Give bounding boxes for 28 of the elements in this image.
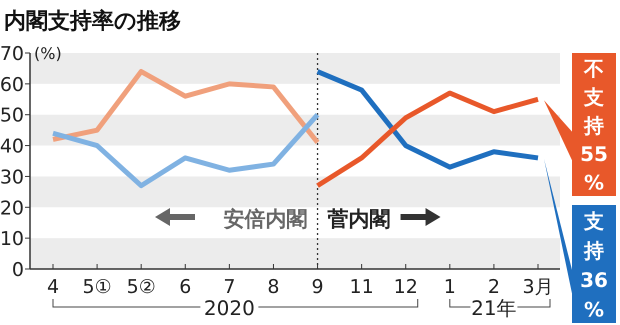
annotation: 菅内閣 [326, 207, 391, 231]
x-tick-label: 6 [179, 276, 192, 298]
x-tick-label: 8 [267, 276, 280, 298]
y-tick-label: 60 [0, 74, 24, 96]
annotation: 不支持55% [580, 56, 608, 195]
y-tick-label: 0 [12, 259, 24, 281]
x-tick-label: 1 [444, 276, 456, 298]
x-tick-label: 2 [488, 276, 500, 298]
text: 2020 [204, 296, 255, 320]
y-axis-title: (%) [34, 44, 62, 63]
y-tick-label: 30 [0, 166, 24, 188]
y-tick-label: 50 [0, 104, 24, 127]
y-tick-label: 70 [0, 43, 24, 65]
x-tick-label: 5① [82, 276, 112, 298]
x-tick-label: 3月 [522, 276, 554, 298]
annotation: 安倍内閣 [224, 207, 308, 231]
text: 21年 [471, 296, 517, 320]
chart-title: 内閣支持率の推移 [4, 8, 181, 34]
annotation: 支持36% [580, 208, 608, 322]
y-tick-label: 40 [0, 136, 24, 158]
x-tick-label: 11 [350, 276, 374, 298]
x-tick-label: 5② [126, 276, 156, 298]
x-tick-label: 12 [394, 276, 418, 298]
y-tick-label: 10 [0, 228, 24, 250]
y-tick-label: 20 [0, 197, 24, 220]
x-tick-label: 9 [312, 276, 324, 298]
x-tick-label: 7 [223, 276, 236, 298]
x-tick-label: 4 [46, 276, 60, 298]
